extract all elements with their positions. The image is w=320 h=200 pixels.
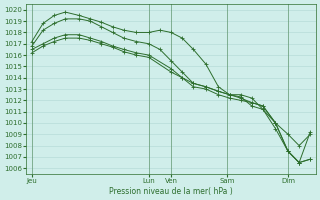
X-axis label: Pression niveau de la mer( hPa ): Pression niveau de la mer( hPa ): [109, 187, 233, 196]
